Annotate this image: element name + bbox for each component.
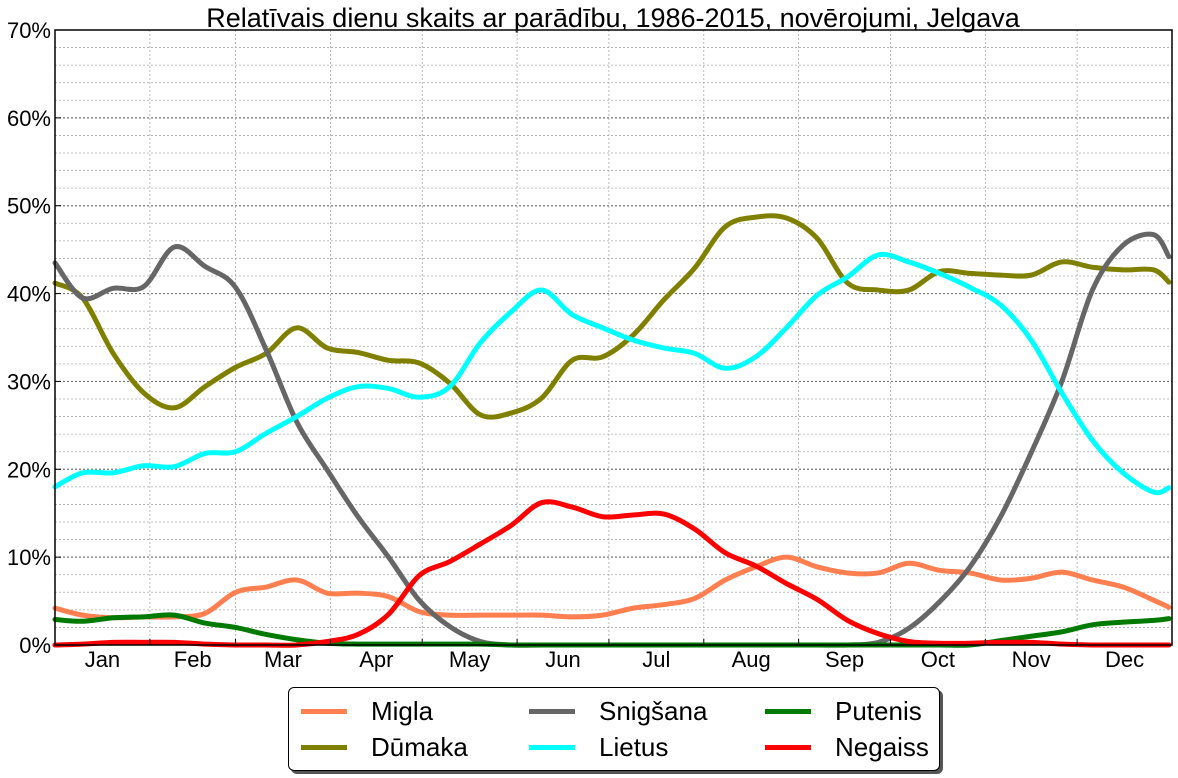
series-lines [52,213,1172,648]
y-tick-label: 10% [7,545,51,570]
plot-frame [54,29,1173,646]
x-tick-label: Nov [1012,647,1051,672]
legend-label: Negaiss [835,731,929,762]
x-tick-label: Jun [545,647,580,672]
legend-item-lietus: Lietus [529,730,668,764]
x-axis: Jan Feb Mar Apr May Jun Jul Aug Sep Oct Nov Dec [54,639,1144,672]
x-tick-label: Dec [1105,647,1144,672]
x-tick-label: Jan [85,647,120,672]
series-line-migla [52,554,1172,621]
legend-swatch [529,708,575,714]
legend-swatch [529,744,575,750]
legend-item-dumaka: Dūmaka [301,730,468,764]
legend-item-negaiss: Negaiss [765,730,929,764]
legend-label: Lietus [599,731,669,762]
series-line-lietus [52,251,1172,496]
series-line-dūmaka [52,213,1172,420]
y-tick-label: 30% [7,369,51,394]
y-tick-label: 70% [7,18,51,43]
x-tick-label: Feb [174,647,212,672]
x-tick-label: Oct [921,647,955,672]
x-tick-label: May [449,647,491,672]
legend-swatch [301,708,347,714]
x-tick-label: Sep [825,647,864,672]
legend: Migla Dūmaka Snigšana Lietus Putenis Neg… [288,687,940,771]
x-tick-label: Jul [642,647,670,672]
legend-item-putenis: Putenis [765,694,922,728]
legend-label: Dūmaka [371,731,468,762]
legend-swatch [765,708,811,714]
y-tick-label: 40% [7,282,51,307]
legend-label: Snigšana [599,695,708,726]
legend-item-migla: Migla [301,694,433,728]
y-tick-label: 50% [7,194,51,219]
x-tick-label: Aug [732,647,771,672]
legend-label: Migla [371,695,434,726]
legend-swatch [765,744,811,750]
y-tick-label: 60% [7,106,51,131]
grid [55,30,1172,645]
x-tick-label: Apr [359,647,393,672]
y-axis: 0% 10% 20% 30% 40% 50% 60% 70% [7,18,61,658]
legend-label: Putenis [835,695,922,726]
legend-item-snigsana: Snigšana [529,694,707,728]
x-tick-label: Mar [264,647,302,672]
legend-swatch [301,744,347,750]
y-tick-label: 0% [19,633,51,658]
series-line-snigšana [52,231,1172,648]
chart-title: Relatīvais dienu skaits ar parādību, 198… [206,3,1020,33]
y-tick-label: 20% [7,457,51,482]
